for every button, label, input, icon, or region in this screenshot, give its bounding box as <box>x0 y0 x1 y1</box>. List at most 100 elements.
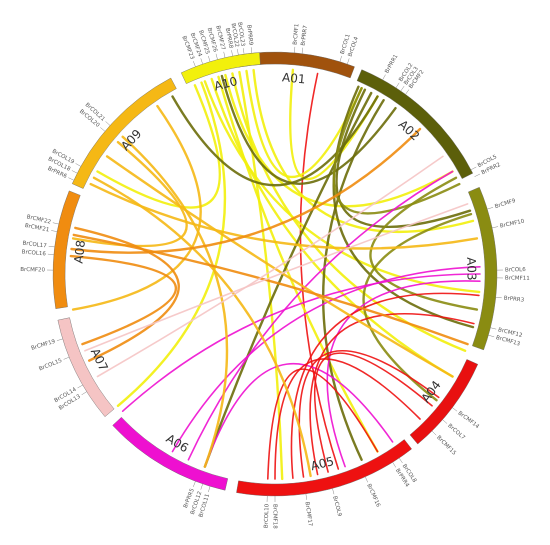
gene-label: BrCOL9 <box>331 496 342 518</box>
gene-tick <box>487 207 494 210</box>
gene-label: BrPRR8 <box>224 28 234 50</box>
gene-label: BrCMF12 <box>497 327 523 339</box>
synteny-link <box>105 155 454 378</box>
gene-tick <box>490 327 497 330</box>
gene-label: BrCOL15 <box>38 358 63 373</box>
gene-tick <box>105 121 111 126</box>
gene-tick <box>395 82 400 88</box>
chromosome-a06 <box>112 416 228 491</box>
chromosome-a09 <box>71 77 177 189</box>
gene-label: BrPRR7 <box>301 25 310 47</box>
gene-tick <box>347 58 350 65</box>
gene-label: BrCMF14 <box>457 410 481 430</box>
gene-label: BrCMF11 <box>505 276 530 282</box>
synteny-link <box>314 352 433 473</box>
synteny-link <box>220 74 397 185</box>
gene-label: BrCOL10 <box>264 503 271 528</box>
synteny-link <box>290 292 480 479</box>
gene-tick <box>470 166 477 170</box>
chromosome-label: A08 <box>71 239 88 264</box>
chromosome-label: A06 <box>164 431 191 455</box>
gene-tick <box>48 245 55 248</box>
synteny-link <box>96 84 221 209</box>
gene-label: BrCMF21 <box>24 223 49 234</box>
gene-label: BrCMF15 <box>435 435 457 457</box>
gene-label: BrCOL17 <box>22 241 47 250</box>
gene-tick <box>208 55 211 62</box>
gene-label: BrCMF27 <box>214 25 226 51</box>
gene-tick <box>200 58 203 65</box>
gene-tick <box>431 430 437 436</box>
gene-tick <box>47 253 54 255</box>
gene-tick <box>301 47 304 54</box>
gene-tick <box>339 55 342 62</box>
chromosome-a05 <box>236 439 412 497</box>
gene-label: BrCMF19 <box>31 339 57 352</box>
gene-tick <box>52 222 59 225</box>
chromosome-a01 <box>236 51 355 79</box>
chromosome-a03 <box>468 186 498 351</box>
chromosome-label: A10 <box>213 74 239 93</box>
gene-tick <box>200 483 203 490</box>
synteny-link <box>74 226 180 362</box>
chromosome-a08 <box>52 190 81 309</box>
gene-label: BrCMF16 <box>365 483 381 509</box>
gene-tick <box>223 51 226 58</box>
gene-label: BrPRR9 <box>245 25 253 47</box>
gene-label: BrCOL1 <box>340 33 352 55</box>
gene-tick <box>51 230 58 232</box>
chromosome-a10 <box>180 52 261 84</box>
synteny-link <box>335 88 472 229</box>
gene-label: BrPRR3 <box>503 296 525 304</box>
synteny-link <box>245 69 363 178</box>
gene-tick <box>193 61 196 67</box>
gene-tick <box>392 462 397 468</box>
chromosome-a07 <box>57 317 115 417</box>
gene-tick <box>382 74 386 80</box>
synteny-link <box>332 87 461 215</box>
synteny-link <box>121 273 481 412</box>
gene-tick <box>398 457 403 464</box>
synteny-link <box>96 155 444 378</box>
gene-tick <box>215 53 218 60</box>
synteny-link <box>299 72 340 470</box>
gene-label: BrCOL16 <box>21 249 46 257</box>
gene-tick <box>250 47 253 54</box>
synteny-link <box>72 233 469 346</box>
synteny-link <box>69 254 177 346</box>
synteny-link <box>231 72 467 352</box>
gene-tick <box>75 163 81 167</box>
chromosome-label: A03 <box>464 257 479 281</box>
synteny-link <box>309 313 475 476</box>
gene-tick <box>442 419 448 424</box>
gene-tick <box>488 334 495 338</box>
gene-tick <box>452 407 458 412</box>
gene-label: BrCOL22 <box>230 23 240 48</box>
synteny-link <box>217 75 379 453</box>
gene-tick <box>77 384 83 389</box>
gene-tick <box>305 493 307 500</box>
gene-tick <box>193 481 196 487</box>
gene-tick <box>56 338 63 341</box>
gene-tick <box>365 476 368 483</box>
synteny-link <box>89 182 479 250</box>
gene-label: BrCOL7 <box>446 423 466 441</box>
synteny-link <box>70 127 422 254</box>
gene-tick <box>332 488 335 495</box>
chromosome-label: A09 <box>118 127 144 154</box>
gene-tick <box>231 50 233 57</box>
chromosome-a04 <box>409 359 479 445</box>
synteny-link <box>362 212 473 402</box>
gene-label: BrPRR1 <box>384 54 399 75</box>
synteny-link <box>171 266 481 453</box>
synteny-link <box>321 99 385 461</box>
chromosome-a02 <box>356 69 474 179</box>
gene-label: BrCMF1 <box>293 23 301 45</box>
synteny-link <box>274 358 421 480</box>
gene-tick <box>237 49 239 56</box>
gene-tick <box>400 85 405 92</box>
gene-tick <box>208 486 211 493</box>
gene-tick <box>243 48 245 55</box>
synteny-link <box>116 81 227 407</box>
